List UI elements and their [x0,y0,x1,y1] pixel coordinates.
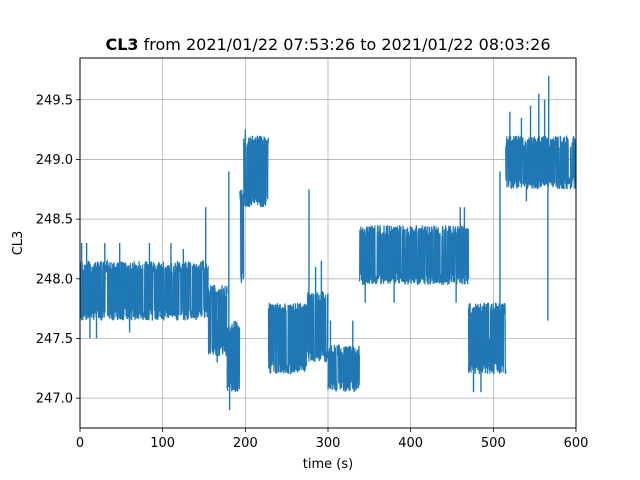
data-layer [79,75,577,411]
x-tick-label: 600 [564,436,589,451]
series-segment [79,258,209,322]
chart-title-bold: CL3 [105,35,138,54]
series-segment [267,302,308,374]
x-tick-label: 500 [481,436,506,451]
y-tick-label: 247.0 [36,392,73,407]
x-axis-label: time (s) [303,457,353,472]
series-segment [243,135,270,208]
x-tick-label: 0 [76,436,84,451]
x-tick-label: 300 [316,436,341,451]
series-segment [467,302,507,375]
y-tick-label: 248.0 [36,272,73,287]
y-tick-label: 249.0 [36,153,73,168]
x-tick-label: 200 [233,436,258,451]
tick-layer: 0 100 200 300 400 500 600 247.0 247.5 248.0 248.5 2… [36,93,589,451]
chart-title: CL3 from 2021/01/22 07:53:26 to 2021/01/… [105,35,550,54]
y-axis-label: CL3 [11,231,26,256]
y-tick-label: 248.5 [36,213,73,228]
y-tick-label: 249.5 [36,93,73,108]
series-segment [505,135,577,190]
series-segment [358,224,470,285]
y-tick-label: 247.5 [36,332,73,347]
series-segment [327,344,361,392]
series-segment [239,189,245,283]
x-tick-label: 100 [150,436,175,451]
series-segment [306,291,329,363]
series-segment [207,284,228,357]
chart-title-rest: from 2021/01/22 07:53:26 to 2021/01/22 0… [139,35,551,54]
x-tick-label: 400 [398,436,423,451]
